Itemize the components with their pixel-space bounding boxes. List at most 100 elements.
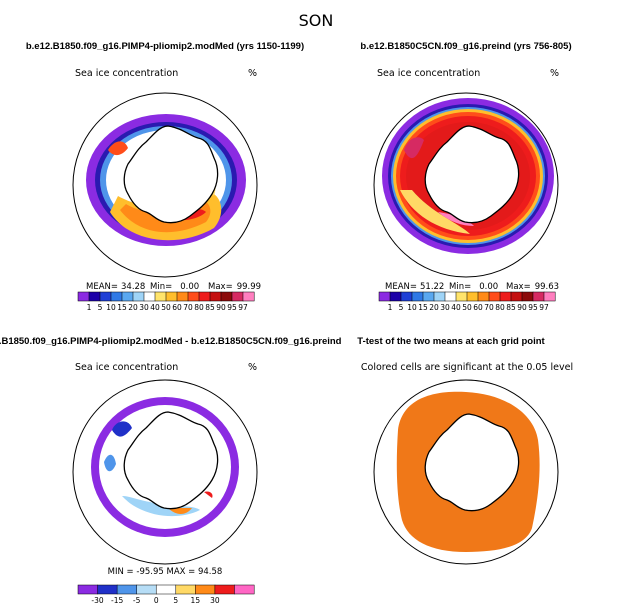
colorbar-tick-label: 70 bbox=[484, 303, 494, 312]
colorbar-tick-label: 0 bbox=[154, 596, 159, 605]
colorbar-tick-label: 5 bbox=[98, 303, 103, 312]
colorbar-swatch bbox=[477, 291, 490, 302]
colorbar-tick-label: 80 bbox=[495, 303, 505, 312]
stat-mean: MEAN= 51.22 bbox=[385, 282, 444, 292]
colorbar-tick-label: 10 bbox=[106, 303, 116, 312]
colorbar: 1 5 10 15 20 30 40 50 60 70 80 85 90 95 97 bbox=[378, 291, 556, 312]
colorbar-swatch bbox=[136, 584, 157, 595]
colorbar-tick-label: 97 bbox=[238, 303, 248, 312]
panel-difference: b.e12.B1850.f09_g16.PIMP4-pliomip2.modMe… bbox=[0, 336, 342, 605]
colorbar-swatch bbox=[143, 291, 156, 302]
colorbar-swatch bbox=[499, 291, 512, 302]
colorbar: 1 5 10 15 20 30 40 50 60 70 80 85 90 95 97 bbox=[77, 291, 255, 312]
colorbar-swatch bbox=[488, 291, 501, 302]
colorbar-swatch bbox=[214, 584, 235, 595]
colorbar-swatch bbox=[97, 584, 118, 595]
colorbar-tick-label: 5 bbox=[399, 303, 404, 312]
colorbar-swatch bbox=[165, 291, 178, 302]
colorbar-swatch bbox=[116, 584, 138, 595]
colorbar-tick-label: 95 bbox=[227, 303, 237, 312]
colorbar-tick-label: 95 bbox=[528, 303, 538, 312]
stat-min: Min= 0.00 bbox=[150, 282, 199, 292]
colorbar-swatch bbox=[411, 291, 424, 302]
colorbar-tick-label: 30 bbox=[210, 596, 220, 605]
colorbar: -30 -15 -5 0 5 15 30 bbox=[77, 584, 255, 605]
colorbar-swatch bbox=[175, 584, 196, 595]
colorbar-tick-label: 50 bbox=[161, 303, 171, 312]
polar-map bbox=[373, 379, 559, 565]
colorbar-swatch bbox=[132, 291, 145, 302]
colorbar-swatch bbox=[220, 291, 233, 302]
colorbar-tick-label: 97 bbox=[539, 303, 549, 312]
colorbar-swatch bbox=[195, 584, 216, 595]
panel-units: % bbox=[550, 68, 559, 79]
colorbar-swatch bbox=[198, 291, 211, 302]
colorbar-tick-label: 1 bbox=[388, 303, 393, 312]
colorbar-tick-label: 50 bbox=[462, 303, 472, 312]
stat-minmax: MIN = -95.95 MAX = 94.58 bbox=[108, 567, 223, 577]
colorbar-swatch bbox=[209, 291, 222, 302]
panel-title: b.e12.B1850.f09_g16.PIMP4-pliomip2.modMe… bbox=[26, 41, 304, 52]
panel-units: % bbox=[248, 362, 257, 373]
colorbar-swatch bbox=[433, 291, 446, 302]
colorbar-swatch bbox=[510, 291, 523, 302]
colorbar-swatch bbox=[543, 291, 556, 302]
panel-subtitle: Colored cells are significant at the 0.0… bbox=[361, 362, 573, 373]
colorbar-tick-label: -5 bbox=[133, 596, 141, 605]
colorbar-swatch bbox=[77, 584, 99, 595]
colorbar-tick-label: 15 bbox=[191, 596, 201, 605]
panel-pliomip2: b.e12.B1850.f09_g16.PIMP4-pliomip2.modMe… bbox=[26, 41, 304, 312]
colorbar-swatch bbox=[187, 291, 200, 302]
figure-title: SON bbox=[299, 11, 334, 30]
colorbar-swatch bbox=[422, 291, 435, 302]
colorbar-tick-label: 15 bbox=[418, 303, 428, 312]
polar-map bbox=[373, 92, 559, 278]
colorbar-swatch bbox=[77, 291, 90, 302]
colorbar-tick-label: 10 bbox=[407, 303, 417, 312]
colorbar-swatch bbox=[154, 291, 167, 302]
panel-ttest: T-test of the two means at each grid poi… bbox=[357, 336, 573, 565]
colorbar-tick-label: 30 bbox=[139, 303, 149, 312]
colorbar-tick-label: 40 bbox=[451, 303, 461, 312]
colorbar-tick-label: 70 bbox=[183, 303, 193, 312]
colorbar-swatch bbox=[532, 291, 545, 302]
colorbar-swatch bbox=[234, 584, 255, 595]
colorbar-swatch bbox=[231, 291, 244, 302]
colorbar-tick-label: 15 bbox=[117, 303, 127, 312]
stat-max: Max= 99.63 bbox=[506, 282, 559, 292]
colorbar-tick-label: -15 bbox=[111, 596, 123, 605]
panel-title: b.e12.B1850.f09_g16.PIMP4-pliomip2.modMe… bbox=[0, 336, 342, 347]
panel-preind: b.e12.B1850C5CN.f09_g16.preind (yrs 756-… bbox=[360, 41, 571, 312]
colorbar-tick-label: 80 bbox=[194, 303, 204, 312]
stat-max: Max= 99.99 bbox=[208, 282, 261, 292]
stat-mean: MEAN= 34.28 bbox=[86, 282, 145, 292]
panel-subtitle: Sea ice concentration bbox=[75, 68, 178, 79]
panel-subtitle: Sea ice concentration bbox=[75, 362, 178, 373]
colorbar-swatch bbox=[155, 584, 177, 595]
colorbar-swatch bbox=[466, 291, 479, 302]
colorbar-swatch bbox=[521, 291, 534, 302]
colorbar-swatch bbox=[99, 291, 112, 302]
colorbar-tick-label: 60 bbox=[473, 303, 483, 312]
colorbar-swatch bbox=[121, 291, 134, 302]
colorbar-tick-label: -30 bbox=[91, 596, 103, 605]
colorbar-swatch bbox=[378, 291, 391, 302]
colorbar-tick-label: 40 bbox=[150, 303, 160, 312]
colorbar-tick-label: 5 bbox=[173, 596, 178, 605]
panel-title: T-test of the two means at each grid poi… bbox=[357, 336, 545, 347]
colorbar-swatch bbox=[444, 291, 457, 302]
colorbar-swatch bbox=[389, 291, 402, 302]
colorbar-tick-label: 60 bbox=[172, 303, 182, 312]
colorbar-tick-label: 20 bbox=[429, 303, 439, 312]
colorbar-tick-label: 30 bbox=[440, 303, 450, 312]
colorbar-swatch bbox=[242, 291, 255, 302]
colorbar-swatch bbox=[88, 291, 101, 302]
colorbar-tick-label: 20 bbox=[128, 303, 138, 312]
panel-units: % bbox=[248, 68, 257, 79]
colorbar-swatch bbox=[176, 291, 189, 302]
colorbar-tick-label: 85 bbox=[506, 303, 516, 312]
panel-title: b.e12.B1850C5CN.f09_g16.preind (yrs 756-… bbox=[360, 41, 571, 52]
colorbar-swatch bbox=[110, 291, 123, 302]
colorbar-tick-label: 1 bbox=[87, 303, 92, 312]
